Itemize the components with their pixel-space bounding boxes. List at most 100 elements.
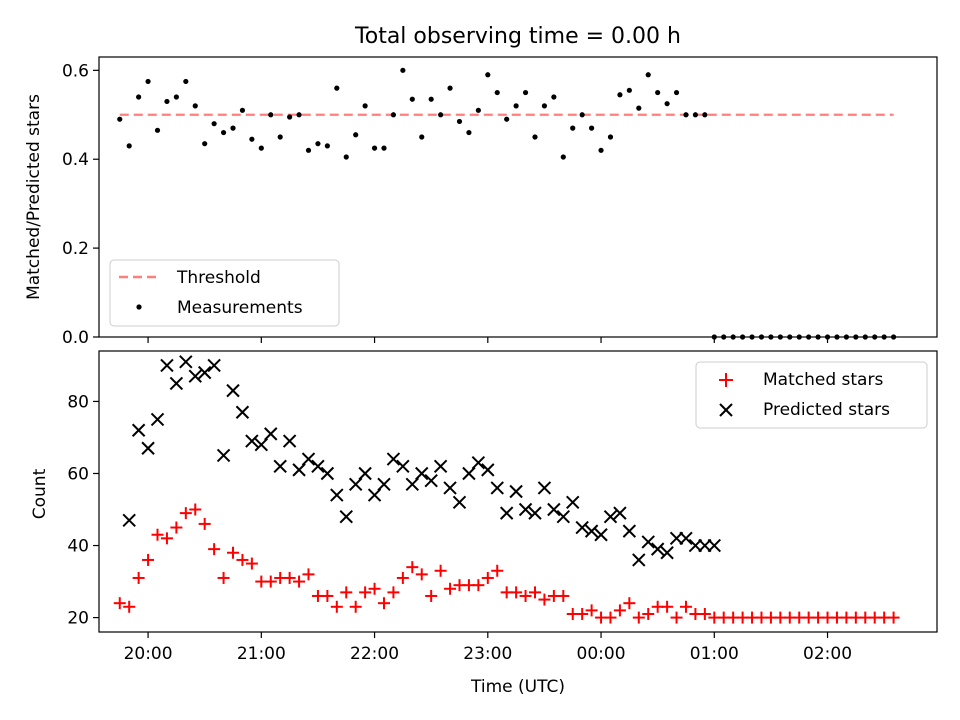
measurements-point — [466, 129, 472, 136]
measurements-point — [220, 129, 227, 136]
matched-stars-point — [340, 586, 353, 599]
bottom-y-axis-label: Count — [30, 468, 50, 519]
matched-stars-point — [132, 571, 145, 584]
measurements-point — [381, 145, 387, 151]
predicted-stars-point — [481, 463, 495, 477]
matched-stars-point — [208, 543, 221, 556]
measurements-point — [428, 96, 434, 102]
top-x-ticks — [147, 337, 829, 343]
top-y-tick-label: 0.2 — [62, 239, 89, 259]
measurements-point — [438, 112, 444, 118]
measurements-point — [183, 78, 189, 85]
predicted-stars-point — [547, 502, 561, 517]
matched-stars-point — [481, 571, 494, 584]
predicted-stars-point — [575, 520, 589, 535]
matched-stars-point — [245, 557, 258, 570]
measurements-point — [560, 154, 566, 160]
measurements-point — [390, 112, 397, 118]
matched-stars-point — [887, 611, 900, 624]
matched-stars-point — [189, 503, 202, 516]
measurements-point — [343, 154, 349, 160]
measurements-point — [239, 107, 246, 113]
predicted-stars-point — [594, 528, 608, 542]
predicted-stars-point — [622, 524, 637, 538]
top-legend-box — [109, 259, 340, 327]
matched-stars-point — [236, 553, 249, 566]
bottom-x-tick-label: 23:00 — [463, 644, 512, 664]
measurements-point — [324, 143, 330, 149]
matched-stars-point — [217, 571, 230, 584]
predicted-stars-point — [122, 513, 136, 528]
matched-stars-point — [151, 528, 164, 541]
predicted-stars-point — [179, 355, 193, 369]
measurements-point — [409, 96, 415, 102]
predicted-stars-point — [424, 473, 438, 488]
matched-stars-point — [160, 532, 173, 545]
measurements-point — [117, 116, 123, 122]
matched-stars-point — [434, 564, 447, 577]
measurements-point — [296, 112, 302, 118]
matched-stars-point — [632, 611, 645, 624]
matched-stars-point — [377, 597, 390, 610]
predicted-stars-point — [386, 452, 401, 466]
measurements-point — [494, 89, 500, 96]
predicted-stars-point — [669, 531, 684, 546]
bottom-x-tick-label: 01:00 — [690, 644, 739, 664]
top-y-tick-label: 0.0 — [62, 328, 89, 348]
matched-stars-point — [557, 589, 570, 602]
bottom-x-tick-label: 22:00 — [350, 644, 399, 664]
measurements-point — [447, 85, 453, 91]
measurements-point — [626, 87, 632, 93]
predicted-stars-point — [537, 481, 552, 495]
measurements-point — [570, 125, 576, 131]
predicted-stars-point — [613, 506, 627, 520]
legend-threshold-label: Threshold — [176, 268, 261, 288]
matched-stars-point — [198, 517, 211, 530]
predicted-stars-point — [160, 358, 174, 373]
matched-stars-point — [293, 575, 306, 588]
measurements-point — [673, 89, 680, 96]
matched-stars-point — [330, 600, 343, 613]
predicted-stars-point — [528, 506, 542, 520]
matched-stars-point — [349, 600, 362, 613]
predicted-stars-point — [367, 488, 382, 502]
predicted-stars-point — [471, 455, 486, 470]
top-legend: Threshold Measurements — [109, 259, 340, 327]
predicted-stars-point — [556, 510, 571, 524]
matched-stars-point — [142, 553, 155, 566]
measurements-point — [475, 107, 481, 113]
predicted-stars-point — [433, 459, 448, 473]
measurements-point — [145, 78, 151, 85]
bottom-y-ticks: 20 40 60 80 — [67, 392, 99, 629]
measurements-point — [598, 147, 604, 153]
matched-stars-point — [227, 546, 240, 559]
measurements-point — [268, 112, 274, 118]
predicted-stars-point — [650, 542, 665, 556]
predicted-stars-point — [660, 546, 674, 560]
matched-stars-point — [170, 521, 183, 534]
measurements-point — [636, 105, 642, 111]
measurements-point — [541, 103, 548, 109]
matched-stars-point — [406, 561, 419, 574]
matched-stars-point — [642, 607, 655, 620]
top-y-axis-label: Matched/Predicted stars — [24, 94, 44, 300]
measurements-point — [551, 94, 557, 100]
measurements-point — [211, 121, 217, 127]
predicted-stars-point — [509, 484, 523, 499]
predicted-stars-point — [377, 477, 391, 492]
predicted-stars-point — [415, 466, 429, 481]
bottom-y-tick-label: 40 — [67, 537, 89, 557]
predicted-stars-point — [405, 477, 420, 492]
legend-measurements-label: Measurements — [177, 298, 303, 318]
matched-stars-point — [396, 571, 409, 584]
measurements-point — [305, 147, 312, 153]
bottom-x-tick-label: 00:00 — [577, 644, 626, 664]
predicted-stars-point — [197, 365, 212, 380]
matched-stars-point — [491, 564, 504, 577]
predicted-stars-point — [226, 383, 240, 398]
measurements-point — [258, 145, 264, 151]
measurements-point — [353, 132, 359, 138]
predicted-stars-point — [301, 452, 316, 466]
measurements-point — [589, 125, 595, 131]
